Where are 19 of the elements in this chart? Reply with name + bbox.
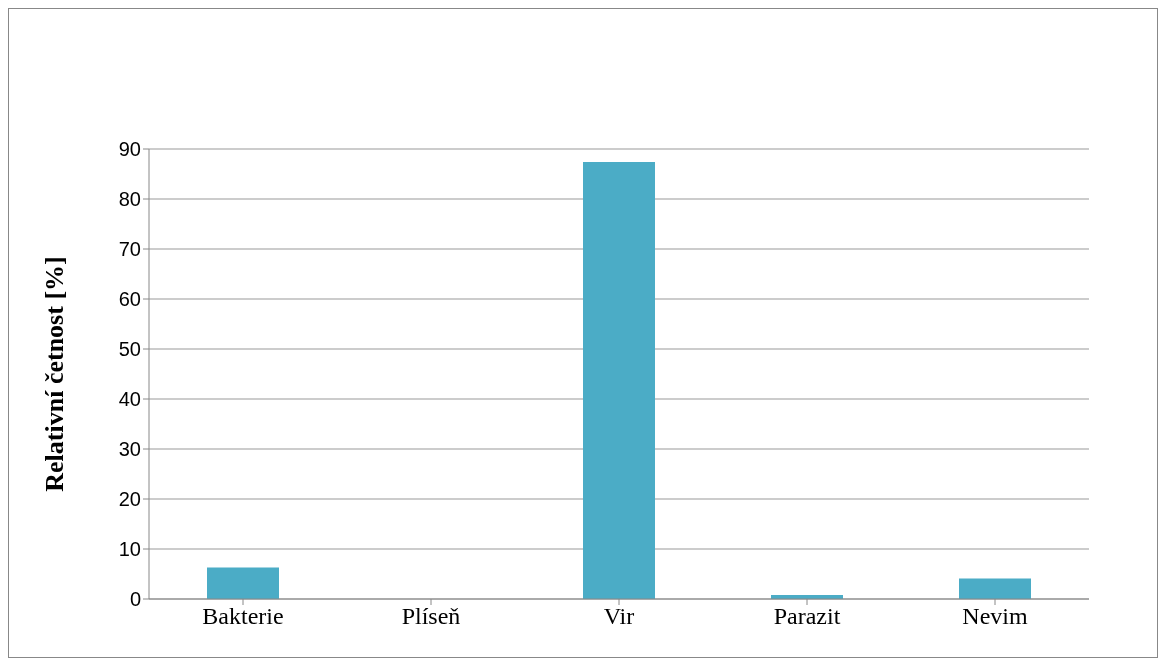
x-tick-label: Bakterie xyxy=(202,603,284,630)
y-tick-label: 80 xyxy=(118,188,141,211)
x-tick-label: Plíseň xyxy=(401,603,461,630)
y-tick-label: 60 xyxy=(118,288,141,311)
y-tick-label: 30 xyxy=(118,438,141,461)
bar xyxy=(583,162,655,599)
bar xyxy=(959,578,1031,599)
y-tick-label: 0 xyxy=(129,588,141,611)
y-tick-label: 90 xyxy=(118,138,141,161)
y-tick-label: 20 xyxy=(118,488,141,511)
x-tick-label: Nevim xyxy=(962,603,1028,630)
y-tick-label: 40 xyxy=(118,388,141,411)
y-axis-title: Relativní četnost [%] xyxy=(40,256,70,492)
x-tick-label: Parazit xyxy=(773,603,841,630)
y-tick-label: 50 xyxy=(118,338,141,361)
y-tick-label: 10 xyxy=(118,538,141,561)
x-tick-label: Vir xyxy=(603,603,635,630)
bar xyxy=(207,567,279,599)
y-tick-label: 70 xyxy=(118,238,141,261)
